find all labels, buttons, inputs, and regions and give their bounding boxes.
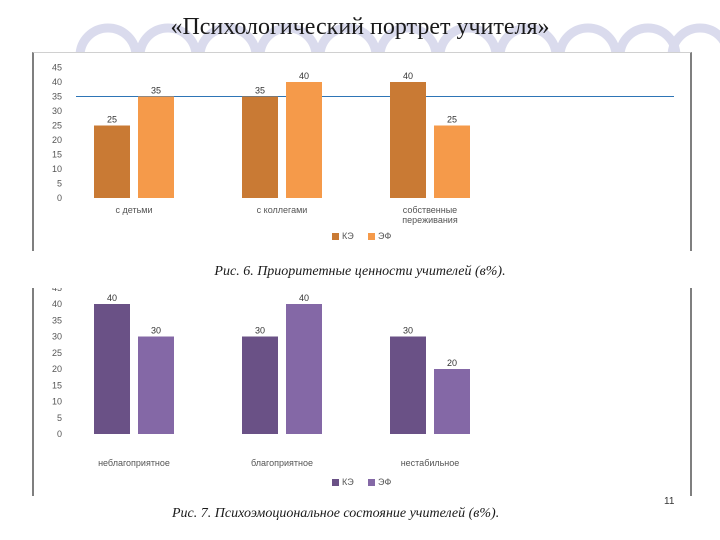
- y-tick-label: 15: [52, 150, 62, 160]
- y-tick-label: 40: [52, 77, 62, 87]
- bar: [286, 82, 322, 198]
- y-tick-label: 0: [57, 429, 62, 439]
- legend-swatch: [368, 479, 375, 486]
- legend-label: ЭФ: [378, 231, 391, 241]
- chart-emotional-state: 0 5 10 15 20 25 30 35 40 45 40 30 неблагоприятное 30 4…: [32, 288, 692, 496]
- bar: [434, 369, 470, 434]
- bar: [242, 96, 278, 198]
- y-tick-label: 5: [57, 413, 62, 423]
- legend-label: ЭФ: [378, 477, 391, 487]
- chart-priority-values: 0 5 10 15 20 25 30 35 40 45 25 35 с детьми 35 40 с колл…: [32, 52, 692, 251]
- y-tick-label: 5: [57, 179, 62, 189]
- y-tick-label: 10: [52, 164, 62, 174]
- y-tick-label: 35: [52, 315, 62, 325]
- y-tick-label: 40: [52, 299, 62, 309]
- y-tick-label: 20: [52, 364, 62, 374]
- page-number: 11: [664, 496, 675, 507]
- data-label: 25: [107, 115, 117, 125]
- data-label: 30: [403, 326, 413, 336]
- y-tick-label: 45: [52, 63, 62, 73]
- bar: [138, 336, 174, 434]
- bar: [390, 82, 426, 198]
- y-tick-label: 30: [52, 106, 62, 116]
- y-tick-label: 25: [52, 348, 62, 358]
- y-tick-label: 35: [52, 92, 62, 102]
- legend-swatch: [332, 479, 339, 486]
- legend-swatch: [332, 233, 339, 240]
- y-tick-label: 10: [52, 397, 62, 407]
- chart-priority-values-caption: Рис. 6. Приоритетные ценности учителей (…: [214, 264, 506, 279]
- category-label: собственные: [403, 205, 457, 215]
- category-label: с коллегами: [257, 205, 308, 215]
- y-tick-label: 20: [52, 135, 62, 145]
- bar: [434, 125, 470, 198]
- category-label: нестабильное: [401, 458, 460, 468]
- y-tick-label: 25: [52, 121, 62, 131]
- chart-priority-values-plot: 0 5 10 15 20 25 30 35 40 45 25 35 с детьми 35 40 с колл…: [52, 63, 674, 241]
- bar: [94, 304, 130, 434]
- data-label: 20: [447, 358, 457, 368]
- bar: [390, 336, 426, 434]
- y-tick-label: 0: [57, 193, 62, 203]
- chart-emotional-state-plot: 0 5 10 15 20 25 30 35 40 45 40 30 неблагоприятное 30 4…: [52, 288, 470, 487]
- data-label: 40: [299, 293, 309, 303]
- y-tick-label: 30: [52, 332, 62, 342]
- data-label: 35: [255, 86, 265, 96]
- bar: [286, 304, 322, 434]
- data-label: 40: [107, 293, 117, 303]
- data-label: 40: [403, 71, 413, 81]
- y-tick-label: 45: [52, 288, 62, 293]
- category-label: переживания: [402, 215, 458, 225]
- data-label: 35: [151, 86, 161, 96]
- data-label: 30: [151, 326, 161, 336]
- bar: [94, 125, 130, 198]
- legend-label: КЭ: [342, 231, 354, 241]
- chart-emotional-state-caption: Рис. 7. Психоэмоциональное состояние учи…: [172, 506, 500, 521]
- bar: [138, 96, 174, 198]
- data-label: 40: [299, 71, 309, 81]
- category-label: с детьми: [116, 205, 153, 215]
- data-label: 30: [255, 326, 265, 336]
- legend-label: КЭ: [342, 477, 354, 487]
- y-tick-label: 15: [52, 380, 62, 390]
- slide-title: «Психологический портрет учителя»: [170, 14, 550, 40]
- category-label: благоприятное: [251, 458, 313, 468]
- data-label: 25: [447, 115, 457, 125]
- category-label: неблагоприятное: [98, 458, 170, 468]
- bar: [242, 336, 278, 434]
- legend-swatch: [368, 233, 375, 240]
